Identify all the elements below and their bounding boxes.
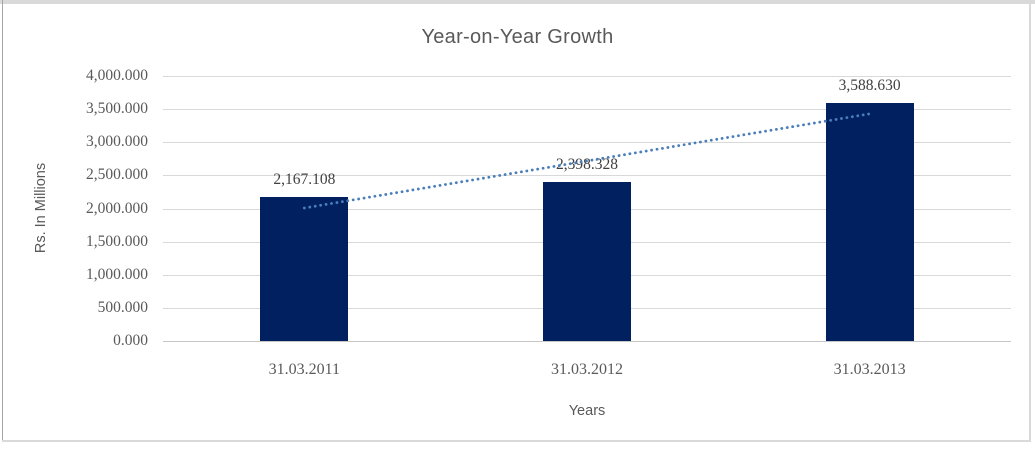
y-tick-label: 1,000.000 [86,265,148,283]
x-tick-label: 31.03.2011 [268,361,341,378]
data-label: 3,588.630 [838,77,901,95]
y-tick-label: 3,000.000 [86,133,148,151]
y-tick-label: 2,000.000 [86,199,148,217]
chart-border-right [1029,0,1031,441]
chart-border-left [2,0,3,441]
chart-title: Year-on-Year Growth [421,26,614,48]
x-tick-label: 31.03.2013 [833,361,906,378]
y-tick-label: 3,500.000 [86,100,148,118]
y-tick-label: 500.000 [97,298,148,316]
chart-border-top [0,0,1035,4]
bar-31.03.2012 [543,182,631,341]
x-axis-title: Years [568,403,606,419]
data-label: 2,167.108 [273,171,336,189]
bar-31.03.2011 [260,197,349,341]
y-tick-label: 2,500.000 [86,166,148,184]
y-tick-label: 4,000.000 [86,67,148,84]
data-label: 2,398.328 [556,156,618,174]
chart-border-bottom [2,440,1031,442]
gridline [163,341,1011,342]
y-tick-label: 0.000 [113,332,148,349]
gridline [163,109,1011,111]
x-tick-label: 31.03.2012 [551,361,623,378]
y-tick-label: 1,500.000 [86,232,148,250]
bar-31.03.2013 [825,103,914,341]
gridline [163,76,1011,77]
